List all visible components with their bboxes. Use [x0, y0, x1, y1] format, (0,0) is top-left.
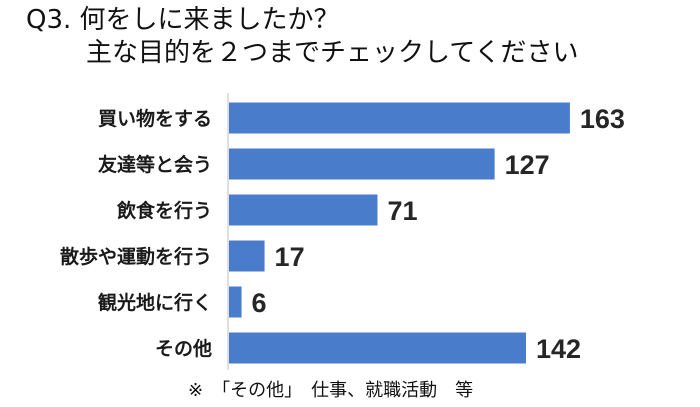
- data-label: 142: [536, 334, 581, 364]
- category-label: 飲食を行う: [116, 199, 212, 222]
- data-label: 6: [252, 288, 267, 318]
- category-label: 観光地に行く: [98, 291, 212, 314]
- chart-title: Q3. 何をしに来ましたか？ 主な目的を２つまでチェックしてください: [26, 4, 686, 70]
- data-label: 163: [580, 104, 625, 134]
- bar-chart: 買い物をする 163 友達等と会う 127 飲食を行う 71 散歩や運動を行う 17 観光地に行…: [60, 93, 625, 370]
- data-label: 71: [387, 196, 417, 226]
- chart-footnote: ※ 「その他」 仕事、就職活動 等: [188, 380, 474, 401]
- bar: [229, 148, 495, 180]
- category-label: 買い物をする: [98, 107, 212, 130]
- chart-title-line-2: 主な目的を２つまでチェックしてください: [86, 38, 579, 68]
- data-label: 127: [505, 150, 550, 180]
- bar: [229, 102, 570, 134]
- category-label: 散歩や運動を行う: [60, 245, 212, 268]
- category-label: 友達等と会う: [98, 153, 212, 176]
- bar: [229, 240, 265, 272]
- bar: [229, 194, 378, 226]
- data-label: 17: [275, 242, 305, 272]
- bar: [229, 286, 242, 318]
- bar: [229, 332, 526, 364]
- category-label: その他: [155, 337, 212, 360]
- chart-title-line-1: Q3. 何をしに来ましたか？: [26, 5, 340, 35]
